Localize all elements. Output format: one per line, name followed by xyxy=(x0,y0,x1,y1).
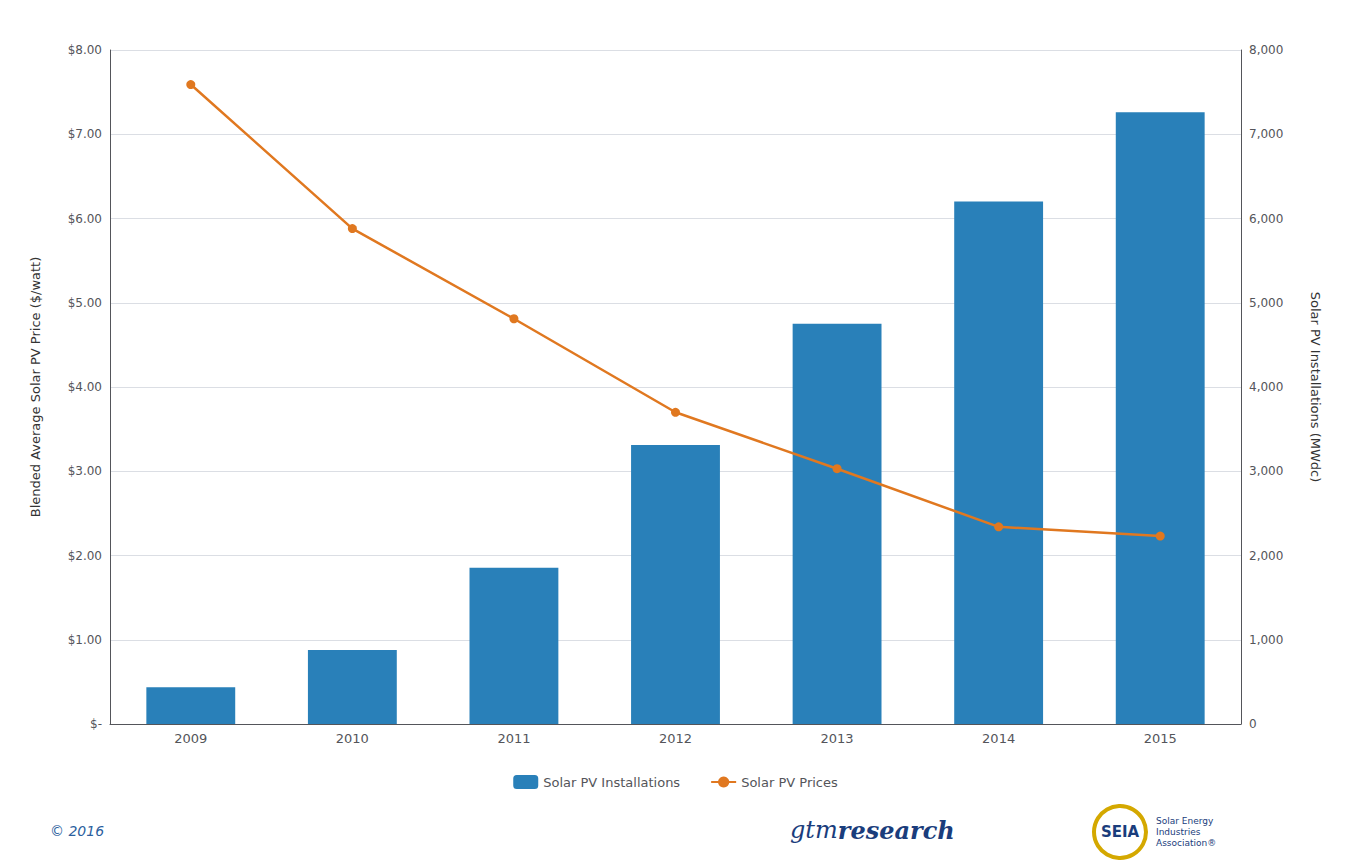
svg-text:2013: 2013 xyxy=(821,731,854,746)
svg-text:4,000: 4,000 xyxy=(1249,380,1283,394)
svg-text:2011: 2011 xyxy=(497,731,530,746)
svg-text:$2.00: $2.00 xyxy=(68,549,102,563)
svg-text:$1.00: $1.00 xyxy=(68,633,102,647)
svg-text:2,000: 2,000 xyxy=(1249,549,1283,563)
svg-text:2010: 2010 xyxy=(336,731,369,746)
svg-text:Solar PV Prices: Solar PV Prices xyxy=(741,775,838,790)
svg-text:SEIA: SEIA xyxy=(1101,823,1140,841)
svg-text:$7.00: $7.00 xyxy=(68,127,102,141)
svg-text:Solar PV Installations (MWdc): Solar PV Installations (MWdc) xyxy=(1308,292,1323,483)
svg-text:$5.00: $5.00 xyxy=(68,296,102,310)
svg-text:gtm: gtm xyxy=(790,816,838,844)
svg-text:Blended Average Solar PV Price: Blended Average Solar PV Price ($/watt) xyxy=(28,257,43,517)
svg-text:Industries: Industries xyxy=(1156,827,1201,837)
svg-text:1,000: 1,000 xyxy=(1249,633,1283,647)
svg-text:2009: 2009 xyxy=(174,731,207,746)
svg-text:7,000: 7,000 xyxy=(1249,127,1283,141)
svg-text:2014: 2014 xyxy=(982,731,1015,746)
svg-text:3,000: 3,000 xyxy=(1249,464,1283,478)
svg-text:Association®: Association® xyxy=(1156,838,1216,848)
svg-text:research: research xyxy=(838,816,955,845)
svg-text:2015: 2015 xyxy=(1144,731,1177,746)
svg-text:$-: $- xyxy=(90,717,102,731)
svg-text:6,000: 6,000 xyxy=(1249,212,1283,226)
svg-text:0: 0 xyxy=(1249,717,1257,731)
svg-text:© 2016: © 2016 xyxy=(50,823,104,839)
svg-text:$6.00: $6.00 xyxy=(68,212,102,226)
svg-text:5,000: 5,000 xyxy=(1249,296,1283,310)
svg-text:2012: 2012 xyxy=(659,731,692,746)
svg-text:$8.00: $8.00 xyxy=(68,43,102,57)
svg-text:$3.00: $3.00 xyxy=(68,464,102,478)
svg-text:Solar Energy: Solar Energy xyxy=(1156,816,1214,826)
svg-text:8,000: 8,000 xyxy=(1249,43,1283,57)
svg-text:Solar PV Installations: Solar PV Installations xyxy=(543,775,680,790)
svg-text:$4.00: $4.00 xyxy=(68,380,102,394)
